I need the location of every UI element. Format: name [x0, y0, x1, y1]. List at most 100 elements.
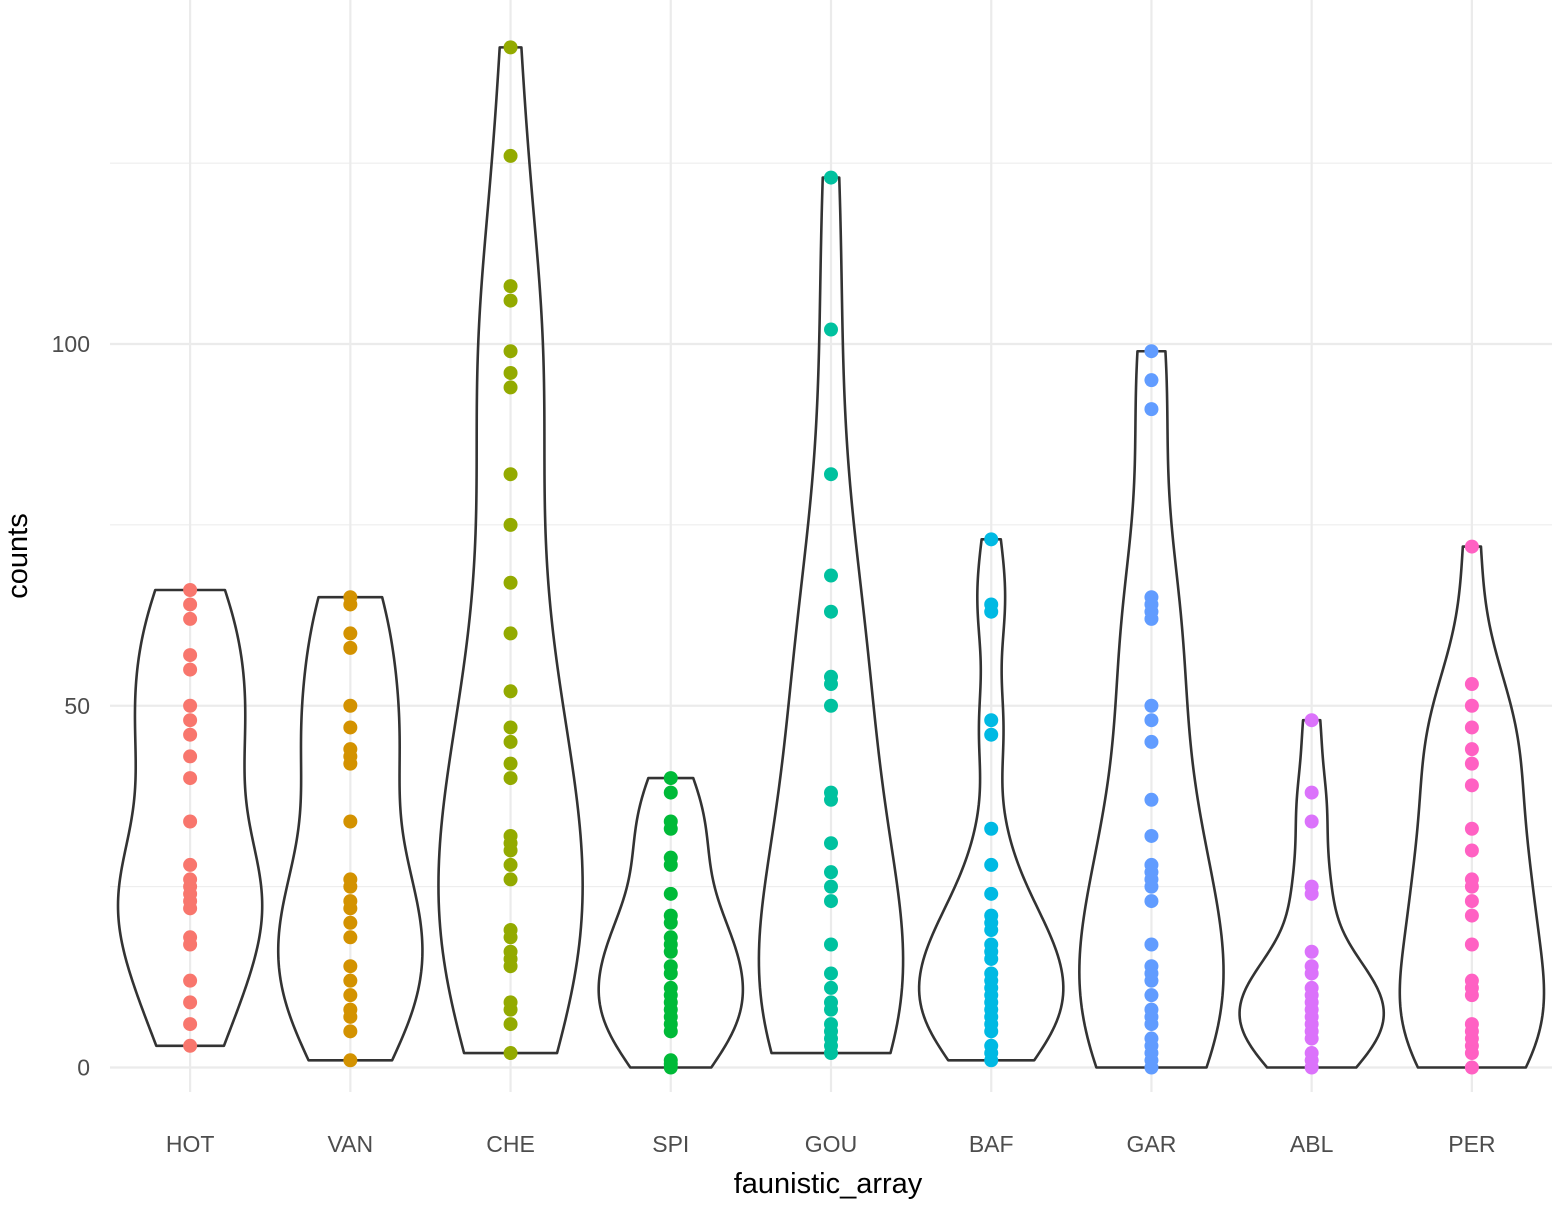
data-point-che	[503, 720, 518, 735]
data-point-che	[503, 857, 518, 872]
data-point-per	[1464, 872, 1479, 887]
data-point-che	[503, 517, 518, 532]
data-point-van	[343, 930, 358, 945]
data-point-baf	[984, 727, 999, 742]
data-point-hot	[183, 1038, 198, 1053]
data-point-hot	[183, 648, 198, 663]
data-point-spi	[663, 771, 678, 786]
data-point-gar	[1144, 937, 1159, 952]
violin-hot	[116, 588, 264, 1048]
data-point-che	[503, 734, 518, 749]
data-point-gou	[824, 865, 838, 880]
data-point-gar	[1144, 373, 1159, 388]
violin-spi	[597, 776, 745, 1069]
data-point-gou	[824, 604, 838, 619]
data-point-van	[343, 742, 358, 757]
data-point-baf	[984, 532, 999, 547]
data-point-spi	[663, 959, 678, 974]
data-point-per	[1464, 720, 1479, 735]
data-point-hot	[183, 814, 198, 829]
data-point-gar	[1144, 402, 1159, 417]
x-tick-label: VAN	[328, 1131, 374, 1157]
data-point-hot	[183, 727, 198, 742]
data-point-gar	[1144, 857, 1159, 872]
data-point-che	[503, 995, 518, 1010]
data-point-baf	[984, 1038, 999, 1053]
x-tick-label: SPI	[652, 1131, 689, 1157]
data-point-che	[503, 923, 518, 938]
data-point-hot	[183, 995, 198, 1010]
data-point-spi	[663, 814, 678, 829]
data-point-gar	[1144, 828, 1159, 843]
y-axis-tick-labels: 0 50 100	[52, 331, 90, 1081]
data-point-che	[503, 684, 518, 699]
data-point-che	[503, 575, 518, 590]
data-point-gou	[824, 836, 838, 851]
data-point-gar	[1144, 988, 1159, 1003]
data-point-per	[1464, 677, 1479, 692]
data-point-gar	[1144, 344, 1159, 359]
data-point-van	[343, 872, 358, 887]
data-point-per	[1464, 539, 1479, 554]
data-point-gar	[1144, 894, 1159, 909]
data-point-per	[1464, 756, 1479, 771]
data-point-che	[503, 40, 518, 55]
data-point-spi	[663, 908, 678, 923]
data-point-van	[343, 720, 358, 735]
data-point-gou	[824, 894, 838, 909]
x-tick-label: HOT	[166, 1131, 215, 1157]
data-point-gar	[1144, 590, 1159, 605]
data-point-hot	[183, 749, 198, 764]
data-point-che	[503, 1017, 518, 1032]
data-point-van	[343, 1053, 358, 1068]
x-tick-label: PER	[1448, 1131, 1495, 1157]
data-point-che	[503, 944, 518, 959]
violin-per	[1398, 545, 1546, 1069]
data-point-van	[343, 915, 358, 930]
data-point-per	[1464, 973, 1479, 988]
data-point-gou	[824, 1017, 838, 1032]
data-point-gou	[824, 568, 838, 583]
data-point-spi	[663, 980, 678, 995]
data-point-abl	[1304, 959, 1319, 974]
data-point-hot	[183, 1017, 198, 1032]
data-point-gar	[1144, 1031, 1159, 1046]
data-point-gar	[1144, 792, 1159, 807]
data-point-gar	[1144, 713, 1159, 728]
data-point-gar	[1144, 734, 1159, 749]
data-point-gou	[824, 170, 838, 185]
data-point-van	[343, 590, 358, 605]
data-point-hot	[183, 930, 198, 945]
data-point-spi	[663, 850, 678, 865]
data-point-per	[1464, 1017, 1479, 1032]
data-points	[183, 40, 1479, 1075]
x-tick-label: GOU	[805, 1131, 857, 1157]
data-point-che	[503, 365, 518, 380]
y-tick-label: 100	[52, 331, 90, 357]
data-point-hot	[183, 857, 198, 872]
data-point-gou	[824, 966, 838, 981]
data-point-abl	[1304, 785, 1319, 800]
data-point-per	[1464, 821, 1479, 836]
data-point-van	[343, 814, 358, 829]
data-point-gou	[824, 785, 838, 800]
data-point-gou	[824, 698, 838, 713]
data-point-gou	[824, 995, 838, 1010]
data-point-che	[503, 467, 518, 482]
x-tick-label: CHE	[486, 1131, 535, 1157]
x-axis-tick-labels: HOT VAN CHE SPI GOU BAF GAR ABL PER	[166, 1131, 1496, 1157]
y-axis-title: counts	[2, 513, 34, 598]
data-point-spi	[663, 886, 678, 901]
data-point-hot	[183, 662, 198, 677]
x-tick-label: ABL	[1290, 1131, 1334, 1157]
data-point-abl	[1304, 879, 1319, 894]
violin-gar	[1078, 349, 1225, 1069]
x-tick-label: BAF	[969, 1131, 1014, 1157]
data-point-spi	[663, 930, 678, 945]
data-point-gou	[824, 879, 838, 894]
data-point-per	[1464, 908, 1479, 923]
data-point-hot	[183, 713, 198, 728]
data-point-baf	[984, 857, 999, 872]
data-point-per	[1464, 937, 1479, 952]
data-point-che	[503, 1046, 518, 1061]
